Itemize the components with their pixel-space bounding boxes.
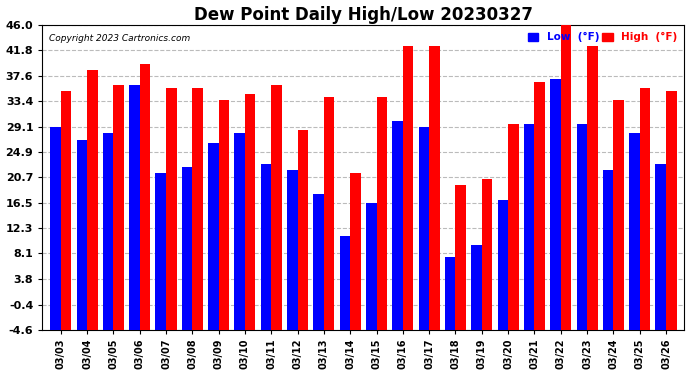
Bar <box>445 257 455 330</box>
Bar <box>219 100 229 330</box>
Bar <box>508 124 519 330</box>
Bar <box>351 172 361 330</box>
Bar <box>455 184 466 330</box>
Bar <box>193 88 203 330</box>
Bar <box>103 134 113 330</box>
Title: Dew Point Daily High/Low 20230327: Dew Point Daily High/Low 20230327 <box>194 6 533 24</box>
Bar <box>235 134 245 330</box>
Legend: Low  (°F), High  (°F): Low (°F), High (°F) <box>526 30 679 45</box>
Bar <box>471 245 482 330</box>
Bar <box>87 70 97 330</box>
Bar <box>166 88 177 330</box>
Bar <box>629 134 640 330</box>
Bar <box>77 140 87 330</box>
Bar <box>339 236 351 330</box>
Bar <box>587 46 598 330</box>
Bar <box>550 79 561 330</box>
Bar <box>113 86 124 330</box>
Bar <box>429 46 440 330</box>
Bar <box>577 124 587 330</box>
Bar <box>524 124 535 330</box>
Bar <box>377 98 387 330</box>
Bar <box>155 172 166 330</box>
Bar <box>61 92 71 330</box>
Bar <box>666 92 677 330</box>
Bar <box>497 200 508 330</box>
Bar <box>640 88 650 330</box>
Bar <box>613 100 624 330</box>
Text: Copyright 2023 Cartronics.com: Copyright 2023 Cartronics.com <box>49 34 190 43</box>
Bar <box>482 178 493 330</box>
Bar <box>271 86 282 330</box>
Bar <box>561 25 571 330</box>
Bar <box>181 166 193 330</box>
Bar <box>366 203 377 330</box>
Bar <box>50 128 61 330</box>
Bar <box>603 170 613 330</box>
Bar <box>297 130 308 330</box>
Bar <box>403 46 413 330</box>
Bar <box>656 164 666 330</box>
Bar <box>535 82 545 330</box>
Bar <box>393 122 403 330</box>
Bar <box>245 94 255 330</box>
Bar <box>129 86 139 330</box>
Bar <box>208 142 219 330</box>
Bar <box>139 64 150 330</box>
Bar <box>313 194 324 330</box>
Bar <box>419 128 429 330</box>
Bar <box>287 170 297 330</box>
Bar <box>324 98 335 330</box>
Bar <box>261 164 271 330</box>
